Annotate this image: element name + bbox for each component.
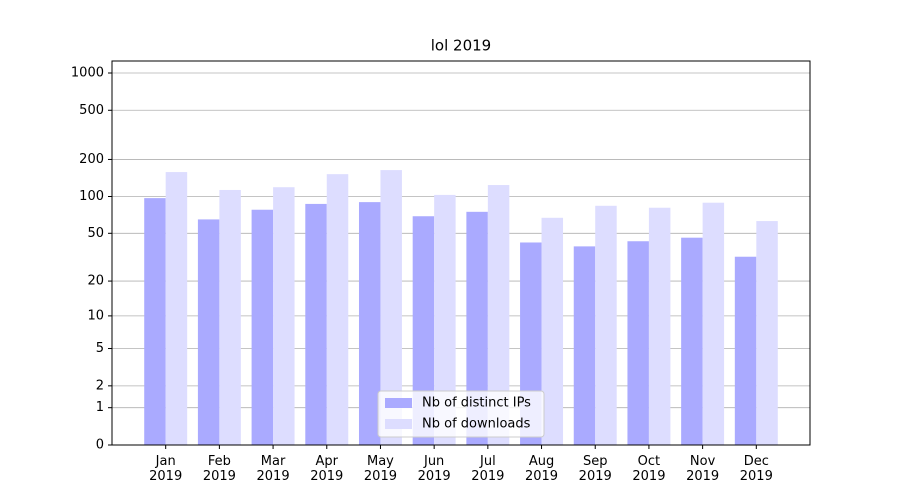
bar bbox=[326, 174, 349, 446]
legend-label: Nb of downloads bbox=[422, 417, 531, 432]
bar bbox=[305, 203, 327, 445]
bar bbox=[702, 202, 725, 445]
y-tick-label: 1000 bbox=[71, 66, 104, 81]
bar bbox=[219, 189, 241, 445]
y-tick-label: 200 bbox=[79, 152, 104, 167]
bar bbox=[595, 205, 617, 445]
legend-swatch bbox=[385, 419, 412, 429]
x-tick-label: Aug 2019 bbox=[524, 454, 559, 484]
x-tick-label: Nov 2019 bbox=[686, 454, 720, 484]
bar bbox=[627, 241, 649, 445]
y-tick-label: 2 bbox=[96, 378, 104, 393]
y-tick-label: 20 bbox=[87, 274, 104, 289]
plot-frame bbox=[111, 60, 811, 446]
legend-box bbox=[377, 390, 545, 438]
x-tick-label: Jan 2019 bbox=[149, 454, 183, 484]
bar bbox=[197, 219, 220, 445]
y-tick-label: 0 bbox=[96, 438, 104, 453]
x-tick-label: May 2019 bbox=[363, 454, 397, 484]
chart-title: lol 2019 bbox=[431, 37, 491, 55]
bar bbox=[144, 198, 166, 445]
y-tick-label: 500 bbox=[79, 103, 104, 118]
y-tick-label: 10 bbox=[87, 308, 104, 323]
bar bbox=[648, 207, 671, 445]
bar bbox=[541, 217, 564, 445]
x-tick-label: Jul 2019 bbox=[471, 454, 505, 484]
bar bbox=[380, 170, 402, 445]
bar bbox=[251, 209, 274, 445]
bar bbox=[434, 194, 456, 445]
bar bbox=[165, 172, 188, 445]
bar bbox=[358, 202, 381, 445]
x-tick-label: Oct 2019 bbox=[632, 454, 666, 484]
bar bbox=[734, 256, 757, 445]
x-tick-label: Apr 2019 bbox=[310, 454, 344, 484]
x-tick-label: Feb 2019 bbox=[202, 454, 236, 484]
bar bbox=[466, 211, 488, 445]
x-tick-label: Mar 2019 bbox=[256, 454, 290, 484]
bar bbox=[273, 187, 295, 445]
y-tick-label: 1 bbox=[96, 400, 104, 415]
bar bbox=[756, 221, 778, 445]
legend: Nb of distinct IPs Nb of downloads bbox=[377, 390, 545, 438]
bar bbox=[487, 185, 510, 445]
legend-label: Nb of distinct IPs bbox=[422, 396, 531, 411]
y-tick-label: 100 bbox=[79, 189, 104, 204]
bar bbox=[573, 246, 596, 445]
y-tick-label: 50 bbox=[87, 226, 104, 241]
x-tick-label: Jun 2019 bbox=[417, 454, 451, 484]
legend-swatch bbox=[385, 398, 412, 408]
x-tick-label: Sep 2019 bbox=[578, 454, 612, 484]
bar bbox=[681, 237, 703, 445]
y-tick-label: 5 bbox=[96, 341, 104, 356]
bar bbox=[412, 216, 435, 445]
x-tick-label: Dec 2019 bbox=[739, 454, 773, 484]
